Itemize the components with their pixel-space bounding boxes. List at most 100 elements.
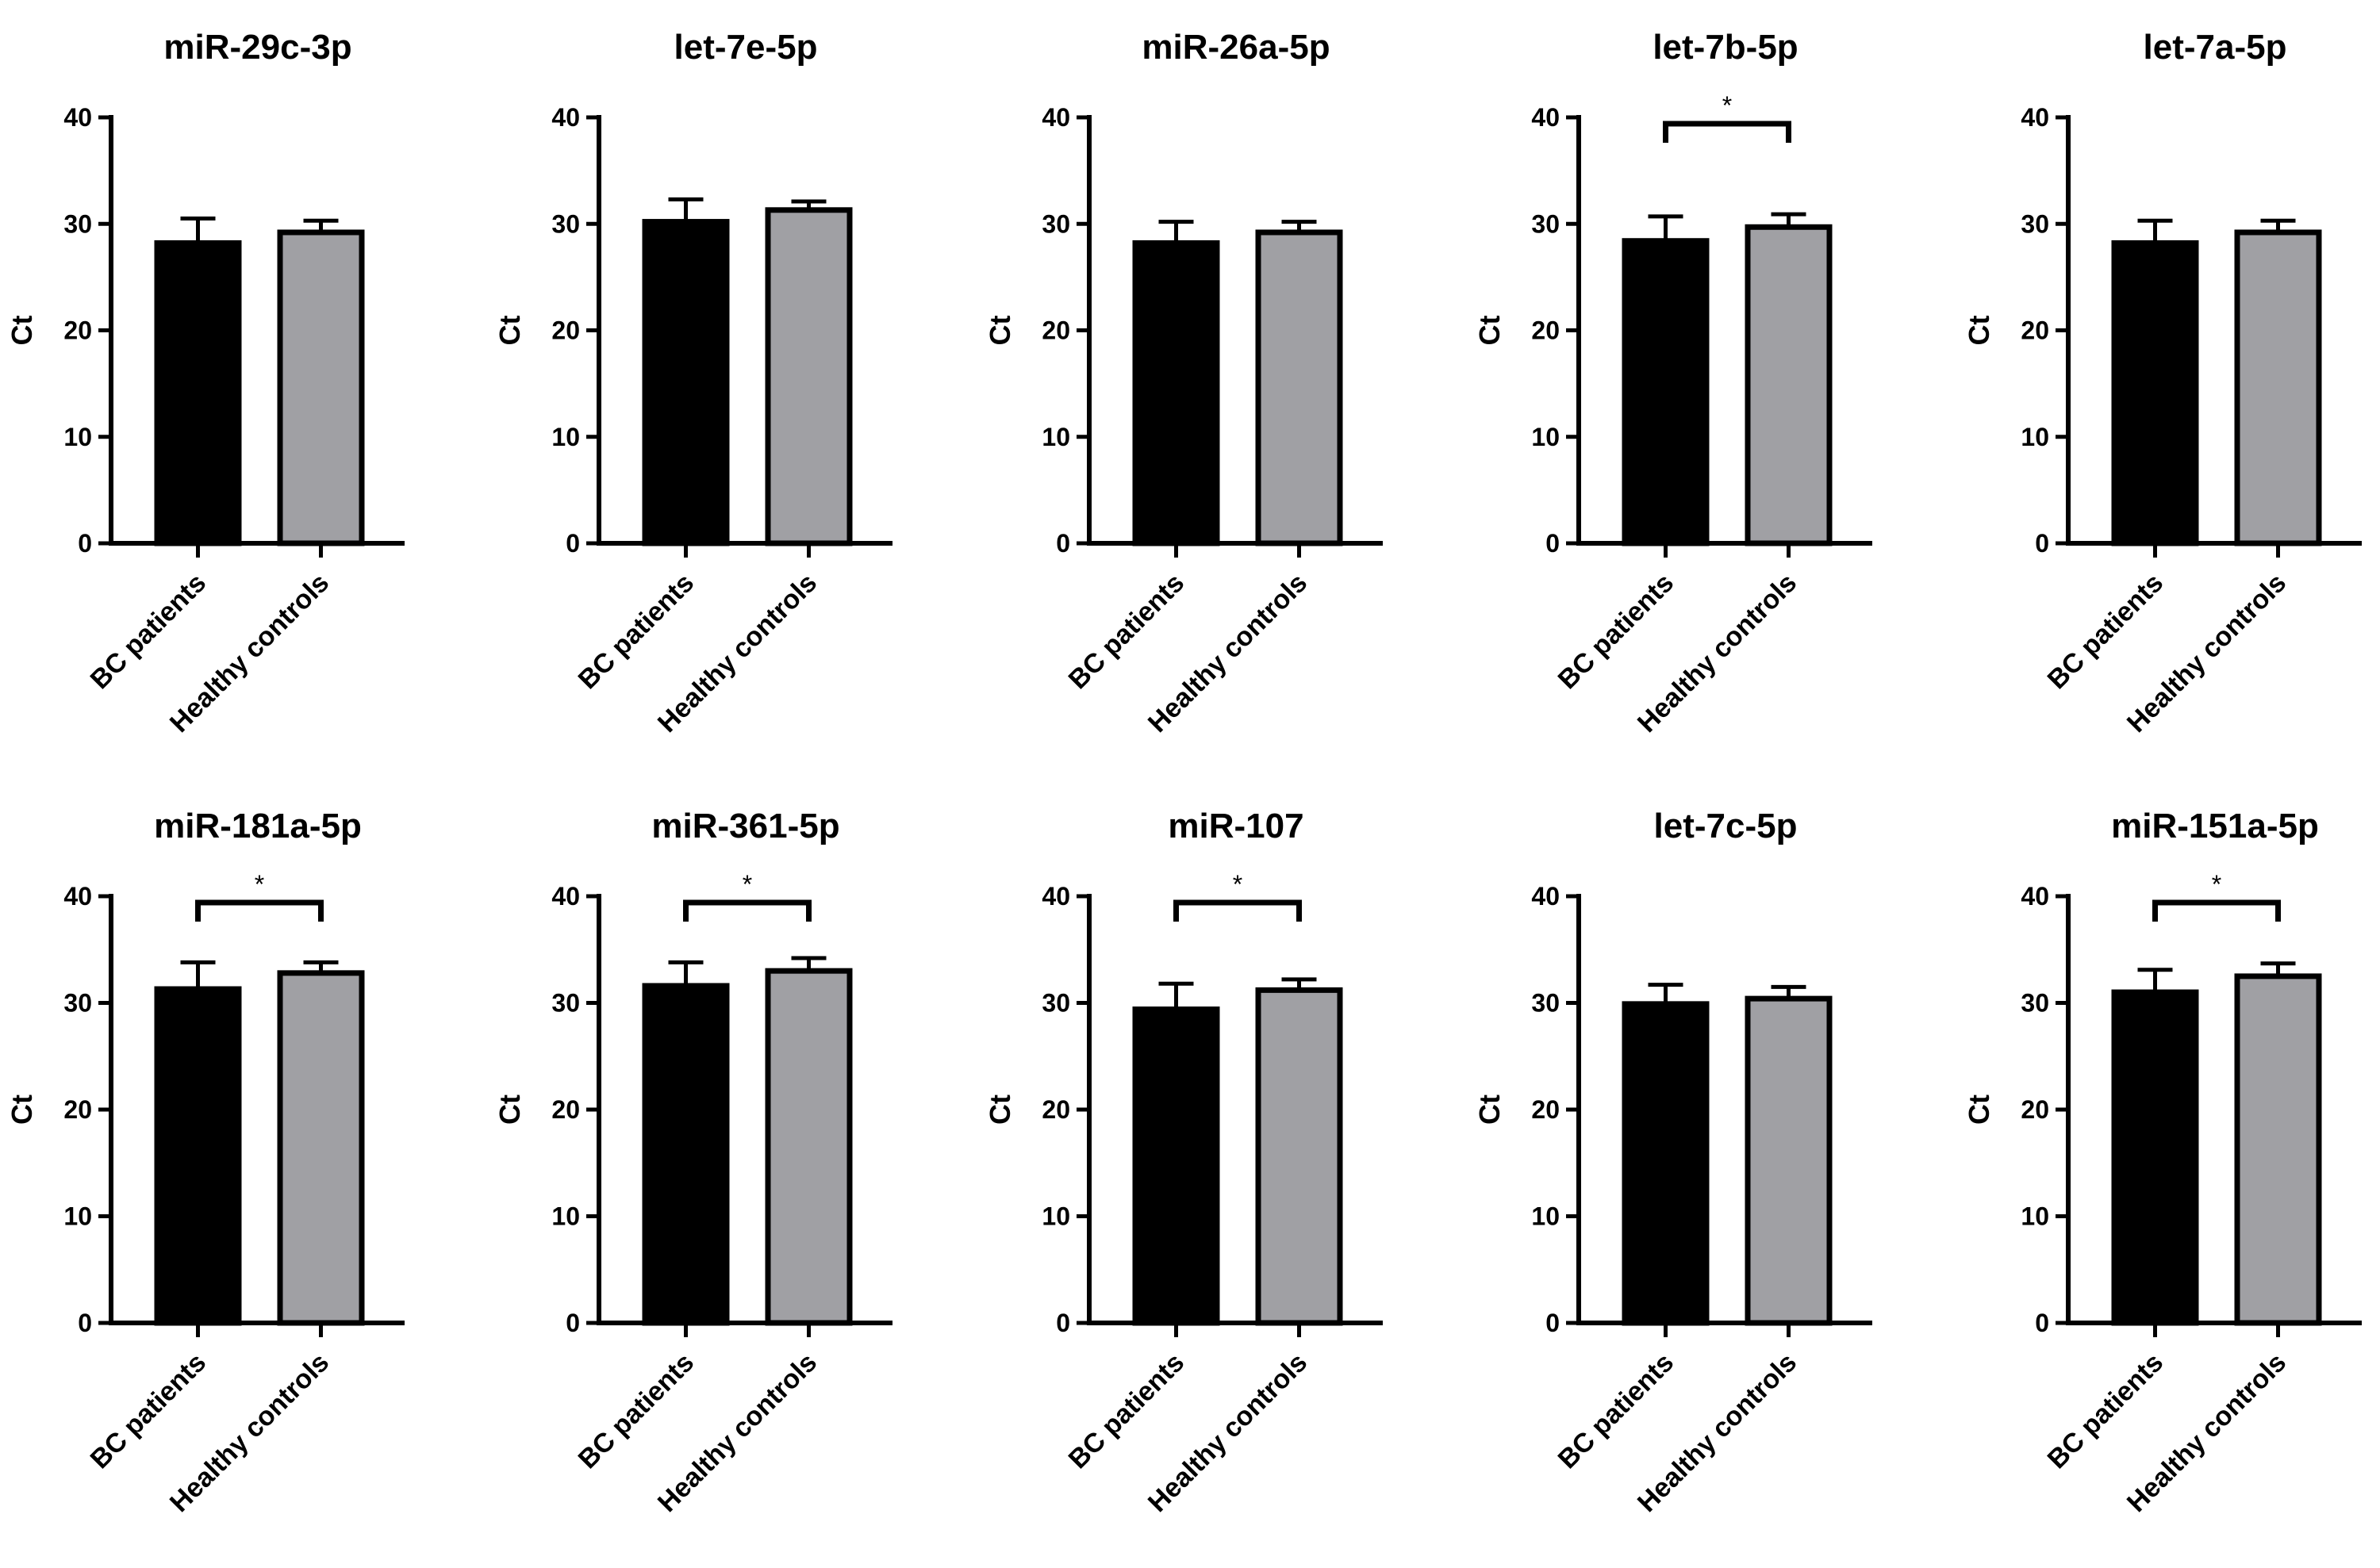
bar-bc-patients — [642, 219, 730, 546]
y-tick-label: 40 — [1042, 103, 1070, 132]
y-tick-label: 10 — [63, 423, 92, 451]
significance-label: * — [2212, 870, 2221, 899]
y-tick-label: 0 — [566, 1309, 580, 1337]
y-tick-label: 0 — [566, 529, 580, 558]
y-tick-label: 20 — [551, 316, 580, 345]
y-tick-label: 20 — [1531, 1095, 1560, 1124]
y-tick-label: 30 — [551, 209, 580, 238]
y-tick-label: 10 — [1531, 1202, 1560, 1231]
x-tick-label: BC patients — [1063, 568, 1190, 695]
significance-label: * — [743, 870, 752, 899]
y-tick-label: 40 — [63, 882, 92, 911]
y-tick-label: 20 — [1042, 1095, 1070, 1124]
chart-title: miR-26a-5p — [1142, 28, 1330, 67]
y-axis-label: Ct — [493, 1095, 526, 1125]
y-axis-label: Ct — [984, 316, 1016, 346]
y-tick-label: 20 — [63, 1095, 92, 1124]
y-tick-label: 10 — [1042, 423, 1070, 451]
y-tick-label: 40 — [2021, 882, 2049, 911]
bar-healthy-controls — [2234, 973, 2322, 1326]
y-tick-label: 30 — [1042, 209, 1070, 238]
chart-title: miR-361-5p — [651, 807, 839, 845]
y-axis-label: Ct — [6, 1095, 38, 1125]
bar-bc-patients — [1132, 1006, 1220, 1326]
y-tick-label: 0 — [2035, 1309, 2049, 1337]
significance-label: * — [255, 870, 264, 899]
x-tick-label: BC patients — [85, 1348, 212, 1474]
bar-healthy-controls — [1255, 987, 1343, 1326]
y-tick-label: 40 — [1042, 882, 1070, 911]
significance-bracket — [1173, 899, 1302, 922]
y-axis-label: Ct — [1963, 1095, 1995, 1125]
significance-label: * — [1722, 91, 1732, 120]
y-tick-label: 20 — [1531, 316, 1560, 345]
y-tick-label: 10 — [2021, 1202, 2049, 1231]
chart-title: miR-181a-5p — [154, 807, 362, 845]
bar-healthy-controls — [277, 229, 365, 546]
y-tick-label: 30 — [63, 209, 92, 238]
bar-bc-patients — [2111, 989, 2199, 1326]
chart-title: let-7a-5p — [2144, 28, 2287, 67]
y-tick-label: 20 — [2021, 316, 2049, 345]
y-tick-label: 40 — [1531, 103, 1560, 132]
y-axis-label: Ct — [984, 1095, 1016, 1125]
significance-label: * — [1233, 870, 1242, 899]
bar-healthy-controls — [765, 207, 853, 546]
y-tick-label: 0 — [2035, 529, 2049, 558]
x-tick-label: BC patients — [1553, 568, 1679, 695]
x-tick-label: BC patients — [573, 568, 700, 695]
y-tick-label: 30 — [2021, 989, 2049, 1018]
chart-title: miR-151a-5p — [2111, 807, 2319, 845]
x-tick-label: BC patients — [1063, 1348, 1190, 1474]
bar-bc-patients — [1132, 240, 1220, 546]
y-tick-label: 30 — [1531, 989, 1560, 1018]
y-tick-label: 40 — [551, 882, 580, 911]
y-tick-label: 40 — [2021, 103, 2049, 132]
chart-title: miR-29c-3p — [163, 28, 351, 67]
bar-healthy-controls — [277, 970, 365, 1326]
y-tick-label: 40 — [63, 103, 92, 132]
bar-healthy-controls — [1745, 224, 1833, 546]
bar-bc-patients — [2111, 240, 2199, 546]
y-tick-label: 0 — [1056, 529, 1070, 558]
chart-title: miR-107 — [1168, 807, 1303, 845]
y-tick-label: 30 — [1042, 989, 1070, 1018]
bar-bc-patients — [1622, 238, 1710, 546]
y-tick-label: 40 — [1531, 882, 1560, 911]
bar-bc-patients — [154, 240, 242, 546]
x-tick-label: BC patients — [1553, 1348, 1679, 1474]
y-tick-label: 20 — [2021, 1095, 2049, 1124]
chart-title: let-7e-5p — [674, 28, 818, 67]
x-tick-label: BC patients — [2042, 1348, 2169, 1474]
bar-healthy-controls — [765, 968, 853, 1326]
y-tick-label: 30 — [1531, 209, 1560, 238]
y-axis-label: Ct — [1473, 316, 1506, 346]
y-axis-label: Ct — [493, 316, 526, 346]
y-tick-label: 0 — [78, 1309, 92, 1337]
bar-healthy-controls — [1255, 229, 1343, 546]
y-tick-label: 10 — [551, 1202, 580, 1231]
y-tick-label: 0 — [1545, 1309, 1560, 1337]
bar-bc-patients — [642, 983, 730, 1326]
y-tick-label: 10 — [551, 423, 580, 451]
x-tick-label: BC patients — [85, 568, 212, 695]
y-tick-label: 30 — [2021, 209, 2049, 238]
bar-bc-patients — [154, 986, 242, 1326]
x-tick-label: BC patients — [2042, 568, 2169, 695]
y-tick-label: 20 — [1042, 316, 1070, 345]
y-tick-label: 30 — [551, 989, 580, 1018]
y-axis-label: Ct — [1963, 316, 1995, 346]
bar-healthy-controls — [1745, 995, 1833, 1326]
significance-bracket — [2152, 899, 2281, 922]
